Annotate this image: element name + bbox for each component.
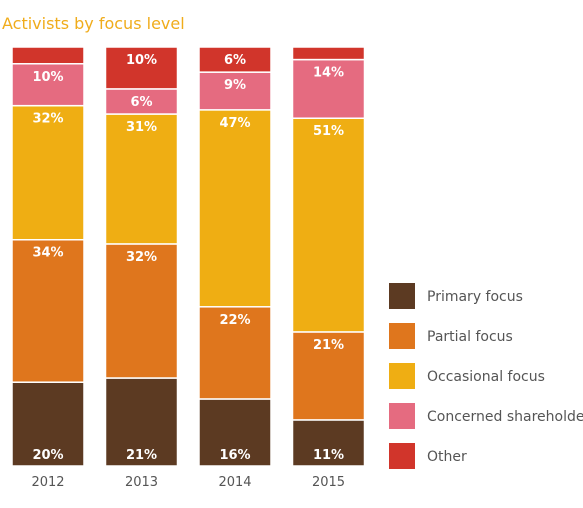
data-label: 21% (313, 338, 344, 353)
bar-segment (104, 377, 179, 467)
legend-label: Primary focus (427, 289, 523, 305)
data-label: 16% (219, 448, 250, 463)
data-label: 10% (126, 53, 157, 68)
bar-segment (104, 113, 179, 245)
data-label: 20% (32, 448, 63, 463)
data-label: 9% (224, 78, 246, 93)
data-label: 32% (126, 250, 157, 265)
data-label: 34% (32, 246, 63, 261)
bar-segment (11, 46, 85, 65)
data-label: 6% (130, 95, 152, 110)
bar-segment (11, 63, 85, 107)
bar-segment (104, 46, 179, 90)
legend: Primary focus Partial focus Occasional foc… (389, 283, 583, 469)
data-label: 14% (313, 66, 344, 81)
data-label: 21% (126, 448, 157, 463)
bar-segment (11, 381, 85, 467)
data-label: 10% (32, 70, 63, 85)
bar-segment (291, 117, 366, 333)
legend-swatch (389, 403, 415, 429)
bar-segment (198, 398, 272, 467)
data-label: 11% (313, 448, 344, 463)
bar-segment (198, 306, 272, 400)
x-tick-labels: 2012 2013 2014 2015 (31, 475, 345, 490)
x-tick-label: 2012 (31, 475, 64, 490)
legend-label: Partial focus (427, 329, 513, 345)
legend-swatch (389, 323, 415, 349)
bar-segment (198, 46, 272, 73)
legend-label: Concerned shareholder (427, 409, 583, 425)
legend-swatch (389, 443, 415, 469)
bar-segment (11, 238, 85, 383)
data-label: 51% (313, 124, 344, 139)
legend-label: Other (427, 449, 467, 465)
bar-segment (291, 58, 366, 119)
bar-segment (291, 46, 366, 61)
chart-title: Activists by focus level (2, 14, 185, 33)
bar-segment (291, 331, 366, 421)
data-label: 31% (126, 120, 157, 135)
x-tick-label: 2015 (312, 475, 345, 490)
data-label: 32% (32, 112, 63, 127)
bar-segment (198, 109, 272, 308)
x-tick-label: 2014 (218, 475, 251, 490)
bars-group: 20% 34% 32% 10% 21% 32% 31% 6% 10% 16% 22% 47% 9% 6% 1… (11, 46, 366, 467)
legend-swatch (389, 283, 415, 309)
legend-label: Occasional focus (427, 369, 545, 385)
data-label: 6% (224, 53, 246, 68)
x-tick-label: 2013 (125, 475, 158, 490)
bar-segment (11, 104, 85, 241)
data-label: 22% (219, 313, 250, 328)
legend-swatch (389, 363, 415, 389)
bar-segment (198, 71, 272, 111)
bar-segment (104, 88, 179, 115)
data-label: 47% (219, 116, 250, 131)
